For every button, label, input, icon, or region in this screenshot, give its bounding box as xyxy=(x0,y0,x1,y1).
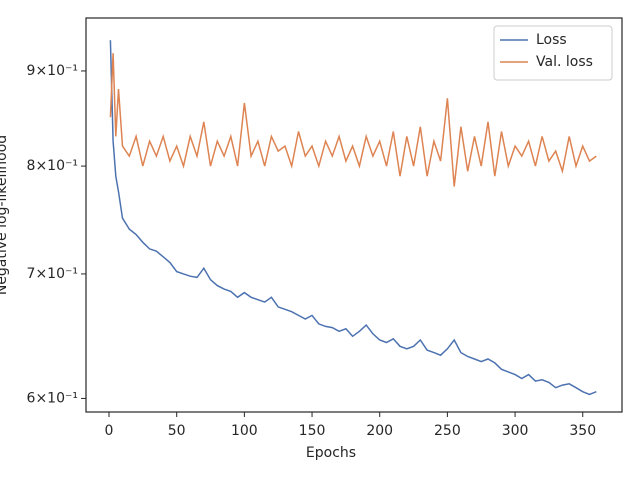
legend-label: Val. loss xyxy=(536,54,593,70)
line-series xyxy=(109,40,597,396)
x-tick-label: 50 xyxy=(168,423,186,439)
y-tick-label: 7×10⁻¹ xyxy=(27,266,78,282)
line-series xyxy=(109,53,597,187)
y-tick-label: 8×10⁻¹ xyxy=(27,158,78,174)
plot-frame xyxy=(85,17,623,413)
x-tick-label: 250 xyxy=(434,423,461,439)
x-tick-label: 300 xyxy=(502,423,529,439)
x-tick-label: 200 xyxy=(366,423,393,439)
x-tick-label: 350 xyxy=(569,423,596,439)
x-tick-label: 0 xyxy=(105,423,114,439)
y-tick-label: 6×10⁻¹ xyxy=(27,390,78,406)
legend-label: Loss xyxy=(536,32,567,48)
y-tick-label: 9×10⁻¹ xyxy=(27,63,78,79)
x-axis-label: Epochs xyxy=(306,445,356,461)
x-tick-label: 100 xyxy=(231,423,258,439)
x-tick-label: 150 xyxy=(299,423,326,439)
y-axis-label: Negative log-likelihood xyxy=(0,135,10,295)
